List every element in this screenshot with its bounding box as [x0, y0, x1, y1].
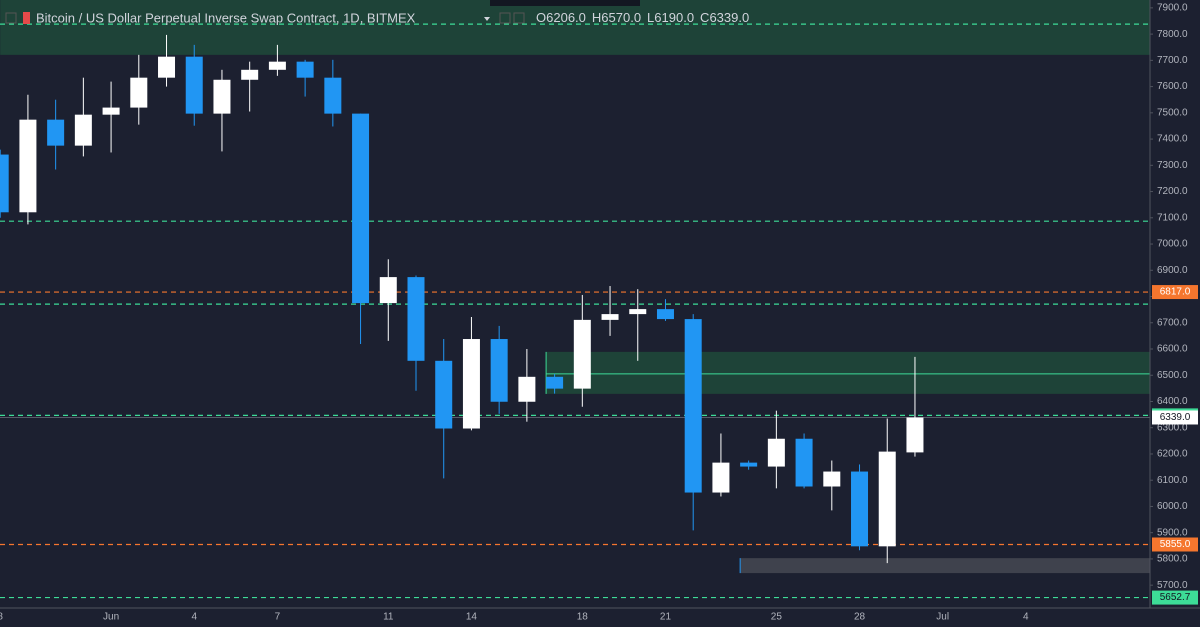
symbol-icon	[23, 12, 30, 24]
candle-body	[296, 61, 314, 78]
candle-body	[241, 69, 259, 80]
candle-body	[47, 119, 65, 146]
y-tick-label: 6600.0	[1157, 344, 1188, 355]
y-tick-label: 6700.0	[1157, 317, 1188, 328]
zone	[546, 351, 1150, 394]
y-tick-label: 5900.0	[1157, 527, 1188, 538]
candle-body	[767, 438, 785, 467]
candle-body	[656, 309, 674, 320]
y-tick-label: 6400.0	[1157, 396, 1188, 407]
candle-body	[629, 309, 647, 315]
candle-body	[823, 471, 841, 487]
candle-body	[102, 107, 120, 115]
candle-body	[684, 319, 702, 493]
y-tick-label: 7000.0	[1157, 239, 1188, 250]
price-label: 5652.7	[1160, 592, 1191, 603]
candle-body	[213, 79, 231, 114]
y-tick-label: 7500.0	[1157, 107, 1188, 118]
plot-area	[0, 0, 1151, 599]
collapse-icon[interactable]	[5, 12, 17, 24]
dropdown-arrow[interactable]	[484, 17, 490, 21]
ohlc-label: O	[536, 10, 546, 25]
y-tick-label: 6900.0	[1157, 265, 1188, 276]
candle-body	[268, 61, 286, 70]
price-label: 5855.0	[1160, 539, 1191, 550]
candle-body	[158, 56, 176, 78]
candle-body	[740, 462, 758, 467]
candle-body	[435, 360, 453, 429]
ohlc-value: 6339.0	[709, 10, 749, 25]
candle-body	[906, 417, 924, 453]
ohlc-label: C	[700, 10, 709, 25]
y-tick-label: 7200.0	[1157, 186, 1188, 197]
x-tick-label: 4	[191, 612, 197, 623]
x-tick-label: 4	[1023, 612, 1029, 623]
x-tick-label: Jun	[103, 612, 119, 623]
candle-body	[462, 339, 480, 429]
y-tick-label: 7100.0	[1157, 212, 1188, 223]
last-price-box	[1152, 410, 1198, 425]
candle-body	[379, 277, 397, 304]
ohlc-legend: O6206.0 H6570.0 L6190.0 C6339.0	[536, 10, 749, 25]
x-tick-label: 11	[383, 612, 394, 623]
price-label-box	[1152, 590, 1198, 605]
candle-body	[185, 56, 203, 114]
candle-body	[324, 77, 342, 114]
ohlc-value: 6206.0	[546, 10, 586, 25]
candle-body	[851, 471, 869, 547]
candle-body	[518, 376, 536, 402]
candle-body	[712, 462, 730, 493]
candle-body	[352, 113, 370, 304]
x-tick-label: 7	[275, 612, 281, 623]
x-tick-label: 28	[854, 612, 866, 623]
price-axis	[1150, 0, 1200, 627]
candle-body	[795, 438, 813, 487]
candle-body	[573, 319, 591, 389]
y-tick-label: 7400.0	[1157, 134, 1188, 145]
candle-body	[878, 451, 896, 547]
price-label-box	[1152, 537, 1198, 552]
x-tick-label: 8	[0, 612, 3, 623]
candle-body	[74, 114, 92, 146]
y-tick-label: 5700.0	[1157, 580, 1188, 591]
price-label: 6817.0	[1160, 287, 1191, 298]
y-tick-label: 6200.0	[1157, 449, 1188, 460]
ohlc-value: 6190.0	[654, 10, 694, 25]
x-tick-label: 21	[660, 612, 672, 623]
candle-body	[546, 376, 564, 389]
price-label-box	[1152, 285, 1198, 300]
y-tick-label: 7300.0	[1157, 160, 1188, 171]
chart-title: Bitcoin / US Dollar Perpetual Inverse Sw…	[36, 10, 416, 25]
x-tick-label: 14	[466, 612, 478, 623]
last-price-label: 6339.0	[1160, 412, 1191, 423]
y-tick-label: 7900.0	[1157, 3, 1188, 14]
x-tick-label: Jul	[936, 612, 949, 623]
y-tick-label: 7800.0	[1157, 29, 1188, 40]
y-tick-label: 6500.0	[1157, 370, 1188, 381]
ohlc-value: 6570.0	[601, 10, 641, 25]
candle-body	[490, 339, 508, 402]
candle-body	[0, 154, 9, 213]
y-tick-label: 7600.0	[1157, 81, 1188, 92]
zone	[0, 0, 1151, 55]
y-tick-label: 5800.0	[1157, 554, 1188, 565]
y-tick-label: 7700.0	[1157, 55, 1188, 66]
y-tick-label: 6300.0	[1157, 422, 1188, 433]
y-tick-label: 6100.0	[1157, 475, 1188, 486]
candle-body	[130, 77, 148, 108]
ohlc-label: H	[592, 10, 601, 25]
settings-icon[interactable]	[499, 12, 511, 24]
candle-body	[407, 277, 425, 361]
ohlc-label: L	[647, 10, 654, 25]
zone	[740, 558, 1150, 574]
hide-icon[interactable]	[513, 12, 525, 24]
y-tick-label: 6000.0	[1157, 501, 1188, 512]
x-tick-label: 25	[771, 612, 783, 623]
toolbar-handle	[490, 0, 640, 6]
candle-body	[19, 119, 37, 213]
x-tick-label: 18	[577, 612, 589, 623]
candle-body	[601, 314, 619, 320]
